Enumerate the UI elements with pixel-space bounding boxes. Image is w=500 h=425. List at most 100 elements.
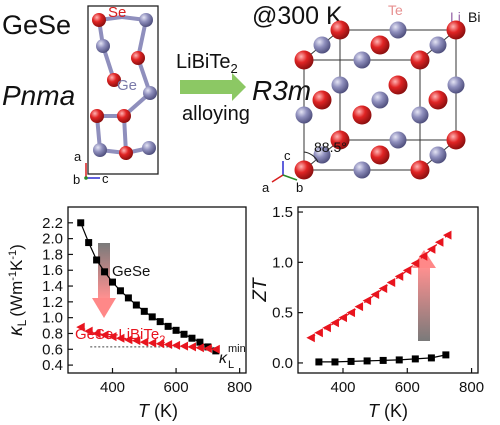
te-atom — [410, 50, 430, 70]
li-bi-atom — [429, 146, 447, 164]
data-point — [139, 337, 149, 347]
data-point — [386, 277, 396, 287]
angle-arc — [303, 151, 319, 163]
axis-a-label: a — [262, 180, 270, 195]
zt-chart: 0.0 0.5 1.0 1.5 400 600 800 ZT T (K) — [250, 204, 484, 421]
kappa-y-ticks: 0.40.60.81.01.21.41.61.82.02.2 — [42, 215, 73, 374]
y-tick-label: 0.5 — [272, 305, 293, 322]
te-atom — [330, 20, 350, 40]
te-atom — [312, 90, 332, 110]
te-atom — [294, 160, 314, 180]
y-tick-label: 1.4 — [42, 278, 63, 295]
data-point — [109, 278, 116, 286]
data-point — [132, 301, 140, 309]
data-point — [85, 239, 93, 247]
data-point — [411, 355, 419, 363]
li-atom-label: Li — [450, 9, 461, 25]
data-point — [394, 271, 404, 281]
ge-atom — [96, 39, 110, 53]
se-atom-label: Se — [108, 4, 126, 21]
data-point — [116, 287, 124, 295]
kappa-min-label: κ L min — [219, 343, 246, 371]
te-atom — [446, 130, 466, 150]
x-tick-label: 600 — [395, 379, 420, 396]
data-point — [155, 339, 165, 349]
axis-a-label: a — [74, 149, 82, 164]
data-point — [410, 258, 420, 268]
se-atom — [119, 146, 133, 160]
data-point — [331, 358, 339, 366]
x-tick-label: 800 — [459, 379, 484, 396]
gese-atoms — [90, 13, 157, 160]
data-point — [370, 290, 380, 300]
compound-label: GeSe — [2, 10, 71, 40]
data-point — [92, 328, 101, 338]
axis-c-label: c — [284, 148, 291, 163]
li-bi-atom — [429, 36, 447, 54]
te-atom — [410, 160, 430, 180]
data-point — [124, 294, 132, 302]
data-point — [347, 357, 355, 365]
ge-atom — [142, 141, 156, 155]
data-point — [203, 343, 212, 353]
alloying-arrow: LiBiTe2 alloying — [176, 51, 250, 125]
ge-atom — [139, 13, 153, 27]
data-point — [427, 354, 435, 362]
te-atom — [370, 145, 390, 165]
y-tick-label: 1.2 — [42, 294, 63, 311]
data-point — [442, 230, 452, 240]
arrow-label-compound: LiBiTe2 — [176, 51, 238, 76]
r3m-atoms — [294, 20, 466, 180]
gese-axes: a b c — [73, 149, 109, 187]
te-atom — [352, 105, 372, 125]
alloy-zt-points — [306, 230, 452, 343]
kappa-y-axis-label: κL(Wm-1K-1) — [6, 244, 29, 336]
x-tick-label: 800 — [227, 379, 252, 396]
data-point — [171, 340, 181, 350]
data-point — [123, 335, 133, 345]
data-point — [354, 302, 364, 312]
data-point — [100, 330, 109, 340]
data-point — [379, 356, 387, 364]
gese-zt-points — [315, 351, 450, 366]
li-bi-atom — [313, 36, 331, 54]
data-point — [196, 338, 204, 346]
data-point — [140, 307, 148, 315]
gese-unit-cell — [87, 5, 159, 175]
y-tick-label: 0.6 — [42, 341, 63, 358]
data-point — [156, 318, 164, 326]
data-point — [131, 336, 141, 346]
data-point — [306, 333, 315, 343]
ge-atom — [93, 143, 107, 157]
data-point — [395, 356, 403, 364]
alloy-kappa-points — [76, 322, 220, 354]
li-bi-atom — [295, 106, 313, 124]
decrease-arrow-icon — [92, 298, 116, 318]
r3m-axes: c a b — [262, 148, 303, 195]
svg-text:L: L — [228, 359, 234, 371]
li-bi-atom — [447, 76, 465, 94]
se-atom — [90, 109, 104, 123]
data-point — [378, 283, 388, 293]
zt-plot-frame — [297, 206, 479, 374]
kappa-plot-frame — [67, 206, 247, 374]
data-point — [346, 308, 356, 318]
data-point — [77, 219, 85, 227]
data-point — [164, 322, 172, 330]
li-bi-atom — [389, 21, 407, 39]
te-atom — [330, 130, 350, 150]
se-atom — [131, 51, 145, 65]
kappa-x-axis-label: T (K) — [138, 401, 178, 421]
x-tick-label: 400 — [330, 379, 355, 396]
data-point — [84, 326, 93, 336]
y-tick-label: 1.0 — [42, 310, 63, 327]
data-point — [434, 237, 444, 247]
x-tick-label: 600 — [164, 379, 189, 396]
data-point — [179, 341, 189, 351]
arrow-label-process: alloying — [182, 103, 250, 125]
data-point — [362, 296, 372, 306]
se-atom — [117, 109, 131, 123]
data-point — [172, 326, 180, 334]
space-group-r3m: R3m — [252, 75, 311, 106]
